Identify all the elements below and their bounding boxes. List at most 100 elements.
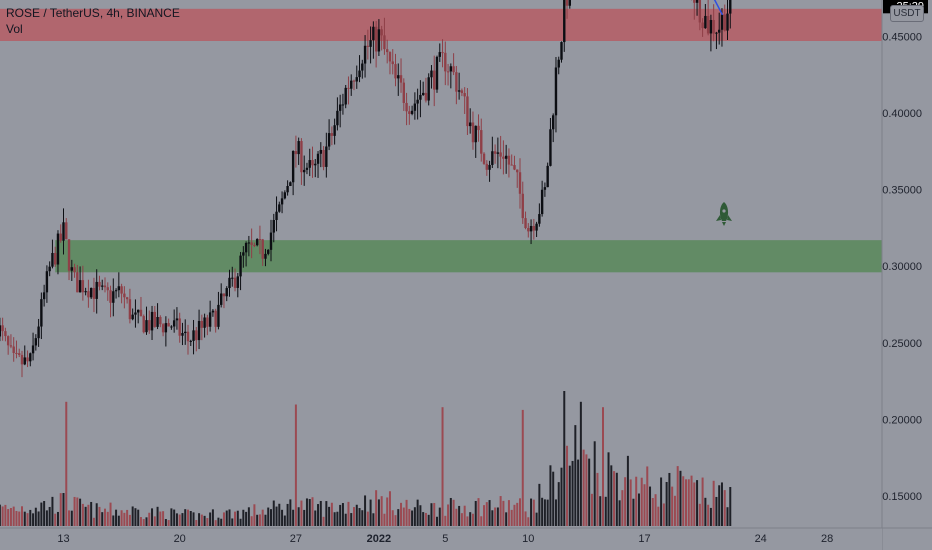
candle-body	[540, 189, 544, 215]
candle-body	[26, 357, 29, 362]
candle-body	[123, 293, 126, 298]
volume-bar	[400, 502, 403, 526]
volume-bar	[173, 509, 176, 526]
volume-bar	[236, 510, 239, 526]
candle-body	[430, 70, 433, 78]
currency-badge[interactable]: USDT	[890, 5, 924, 22]
candle-body	[197, 320, 201, 341]
volume-bar	[546, 499, 549, 526]
volume-bar	[521, 409, 524, 526]
volume-bar	[308, 499, 311, 526]
volume-bar	[557, 482, 560, 526]
candle-body	[507, 155, 511, 165]
volume-bar	[538, 483, 541, 526]
volume-bar	[629, 479, 632, 526]
candle-body	[413, 103, 417, 111]
price-axis[interactable]: 0.15000 0.20000 0.25000 0.30000 0.35000 0.400…	[881, 0, 932, 550]
candle-body	[560, 42, 563, 60]
volume-bar	[615, 472, 618, 526]
candle-body	[225, 288, 228, 297]
volume-bar	[112, 515, 115, 526]
candle-body	[139, 309, 143, 317]
candle-body	[383, 35, 386, 50]
candle-body	[101, 285, 104, 287]
volume-bar	[460, 513, 463, 526]
volume-bar	[220, 518, 223, 526]
volume-bar	[474, 500, 477, 526]
candle-body	[184, 331, 187, 334]
volume-bar	[21, 506, 23, 526]
candle-body	[300, 141, 303, 173]
candle-body	[421, 92, 425, 95]
volume-bar	[181, 513, 184, 526]
volume-bar	[602, 407, 604, 526]
volume-bar	[311, 497, 314, 526]
volume-bar	[355, 504, 358, 526]
volume-bar	[358, 508, 361, 526]
volume-bar	[643, 484, 646, 526]
candle-body	[552, 115, 555, 130]
volume-bar	[278, 503, 281, 526]
volume-bar	[458, 505, 461, 526]
candle-body	[499, 152, 502, 157]
volume-bar	[15, 510, 18, 526]
candle-body	[272, 219, 275, 233]
candle-body	[314, 163, 317, 166]
volume-bar	[228, 509, 231, 526]
volume-bar	[466, 516, 469, 526]
time-axis-background	[0, 528, 882, 550]
candle-body	[474, 125, 477, 143]
candle-body	[372, 26, 375, 41]
volume-bar	[607, 452, 610, 526]
volume-bar	[87, 504, 90, 526]
candle-body	[341, 104, 345, 106]
volume-bar	[394, 515, 397, 526]
candle-body	[388, 52, 392, 62]
candle-body	[546, 165, 549, 188]
candle-body	[159, 317, 162, 325]
time-axis[interactable]: 13 20 27 2022 5 10 17 24 28	[0, 527, 932, 550]
candle-body	[211, 310, 215, 313]
time-tick-label: 20	[174, 533, 186, 545]
volume-bar	[698, 503, 701, 526]
volume-bar	[687, 479, 690, 526]
candle-body	[316, 153, 320, 164]
candle-body	[283, 192, 287, 199]
volume-bar	[350, 513, 353, 526]
volume-bar	[272, 500, 275, 526]
candle-body	[480, 130, 483, 154]
candle-body	[95, 281, 98, 299]
volume-bar	[137, 509, 140, 526]
volume-bar	[649, 486, 652, 526]
candle-body	[419, 94, 422, 100]
candle-body	[62, 222, 65, 241]
volume-bar	[54, 513, 57, 526]
volume-bar	[391, 510, 394, 526]
volume-bar	[305, 498, 308, 526]
candle-body	[181, 333, 184, 336]
candle-body	[142, 316, 145, 333]
candle-body	[247, 242, 251, 244]
candle-body	[322, 149, 325, 167]
candle-body	[275, 211, 278, 220]
volume-bar	[4, 504, 7, 526]
time-tick-label: 10	[522, 533, 534, 545]
volume-bar	[552, 471, 555, 526]
volume-bar	[217, 517, 220, 526]
candle-body	[460, 90, 464, 94]
volume-bar	[436, 516, 438, 526]
candle-body	[114, 290, 118, 292]
candle-body	[518, 172, 522, 194]
volume-bar	[203, 515, 206, 526]
candle-body	[521, 193, 524, 219]
volume-bar	[106, 511, 109, 526]
volume-bar	[68, 510, 71, 526]
volume-bar	[184, 509, 187, 526]
candle-body	[695, 0, 699, 3]
volume-bar	[693, 482, 696, 526]
volume-bar	[250, 516, 253, 526]
candle-body	[242, 252, 245, 256]
volume-bar	[139, 517, 142, 526]
volume-bar	[242, 509, 245, 526]
